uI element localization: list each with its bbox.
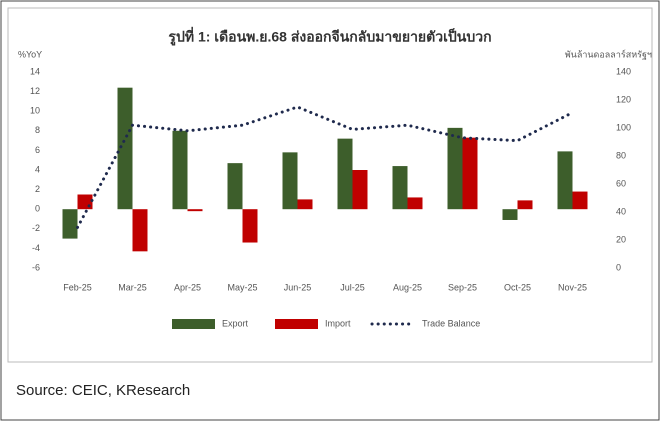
bar [447, 127, 463, 210]
legend-label: Import [325, 318, 351, 328]
y-tick-label: 0 [35, 204, 40, 214]
y2-tick-label: 60 [616, 178, 626, 188]
x-tick-label: Sep-25 [448, 282, 477, 292]
legend-label: Export [222, 318, 249, 328]
bar [352, 170, 368, 210]
y-tick-label: -6 [32, 262, 40, 272]
y-axis-label: %YoY [18, 49, 42, 59]
y2-tick-label: 100 [616, 122, 631, 132]
y2-tick-label: 0 [616, 262, 621, 272]
bar [572, 191, 588, 210]
y2-tick-label: 120 [616, 94, 631, 104]
chart-title: รูปที่ 1: เดือนพ.ย.68 ส่งออกจีนกลับมาขยา… [168, 27, 491, 46]
y-tick-label: 8 [35, 125, 40, 135]
legend-swatch [275, 319, 318, 329]
y2-axis-label: พันล้านดอลลาร์สหรัฐฯ [565, 48, 652, 60]
y-tick-label: 14 [30, 66, 40, 76]
source-note: Source: CEIC, KResearch [16, 382, 190, 399]
y2-tick-label: 20 [616, 234, 626, 244]
y2-tick-label: 140 [616, 66, 631, 76]
chart-frame [7, 7, 653, 363]
y-tick-label: 4 [35, 164, 40, 174]
y-tick-label: 10 [30, 106, 40, 116]
x-tick-label: Jul-25 [340, 282, 365, 292]
bar [172, 130, 188, 210]
y-tick-label: 12 [30, 86, 40, 96]
bar [337, 138, 353, 210]
bar [242, 209, 258, 243]
legend-label: Trade Balance [422, 318, 480, 328]
bar [407, 197, 423, 210]
y2-tick-label: 40 [616, 206, 626, 216]
bar [77, 194, 93, 210]
bar [517, 200, 533, 210]
bar [117, 87, 133, 210]
y-tick-label: 2 [35, 184, 40, 194]
y2-tick-label: 80 [616, 150, 626, 160]
x-tick-label: Jun-25 [284, 282, 312, 292]
y-tick-label: -4 [32, 243, 40, 253]
bar [227, 163, 243, 210]
x-tick-label: May-25 [227, 282, 257, 292]
x-tick-label: Nov-25 [558, 282, 587, 292]
bar [187, 209, 203, 212]
bar [282, 152, 298, 210]
y-tick-label: -2 [32, 223, 40, 233]
x-tick-label: Feb-25 [63, 282, 92, 292]
y-tick-label: 6 [35, 145, 40, 155]
x-tick-label: Oct-25 [504, 282, 531, 292]
trade-balance-line [76, 105, 574, 229]
bar [132, 209, 148, 252]
bar [557, 151, 573, 210]
bar [392, 166, 408, 210]
bar [62, 209, 78, 239]
bar [462, 137, 478, 210]
x-tick-label: Mar-25 [118, 282, 147, 292]
legend-swatch [172, 319, 215, 329]
x-tick-label: Aug-25 [393, 282, 422, 292]
x-tick-label: Apr-25 [174, 282, 201, 292]
bar [297, 199, 313, 210]
bar [502, 209, 518, 220]
